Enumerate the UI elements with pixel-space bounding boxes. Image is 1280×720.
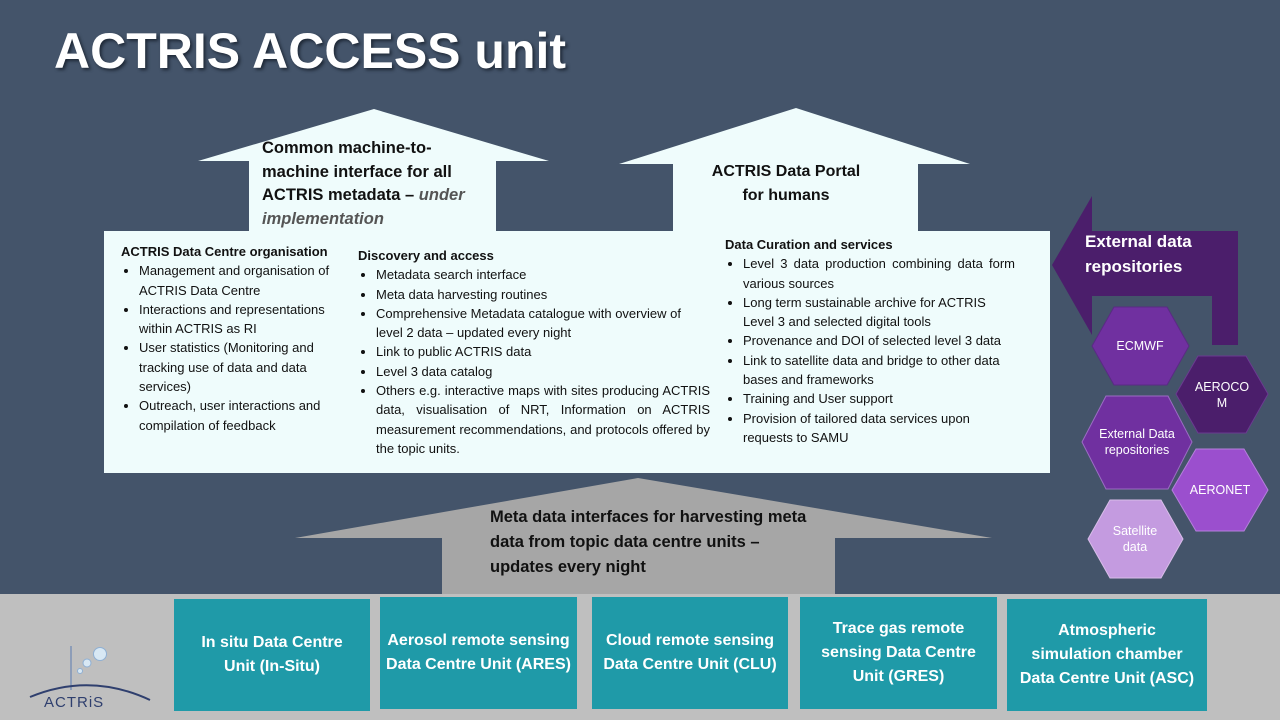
list-item: Training and User support [743,389,1015,408]
list-item: Management and organisation of ACTRIS Da… [139,261,343,300]
logo-dot-small [77,668,83,674]
hexagon-ecmwf [1091,306,1190,386]
list-item: Level 3 data production combining data f… [743,254,1015,293]
hexagon-aerocom [1175,355,1269,434]
panel-column-discovery: Discovery and access Metadata search int… [358,246,710,458]
right-arrow [619,108,970,232]
central-panel [104,231,1050,473]
bottom-arrow-label: Meta data interfaces for harvesting meta… [490,508,807,576]
hexagon-aeronet [1171,448,1269,532]
logo-swoosh [29,684,151,701]
unit-clu: Cloud remote sensing Data Centre Unit (C… [592,597,788,709]
hexagon-external [1081,395,1193,490]
list-item: Outreach, user interactions and compilat… [139,396,343,435]
right-arrow-label: ACTRIS Data Portal for humans [711,163,861,204]
bottom-arrow [295,478,992,594]
list-item: Long term sustainable archive for ACTRIS… [743,293,1015,332]
list-item: Link to satellite data and bridge to oth… [743,351,1015,390]
hexagon-label: AEROCOM [1194,380,1250,410]
list-item: Comprehensive Metadata catalogue with ov… [376,304,710,343]
unit-ares: Aerosol remote sensing Data Centre Unit … [380,597,577,709]
external-arrow-label: External data repositories [1085,232,1192,276]
hexagon-label: ECMWF [1116,339,1164,353]
list-item: Level 3 data catalog [376,362,710,381]
list-item: Provision of tailored data services upon… [743,409,1015,448]
curation-list: Level 3 data production combining data f… [725,254,1015,447]
hexagon-label: AERONET [1189,483,1251,497]
list-item: User statistics (Monitoring and tracking… [139,338,343,396]
hexagon-label: Satellite data [1112,524,1158,554]
list-item: Provenance and DOI of selected level 3 d… [743,331,1015,350]
logo-dot-medium [82,658,92,668]
hexagon-satellite [1087,499,1184,579]
curation-heading: Data Curation and services [725,237,893,252]
unit-gres: Trace gas remote sensing Data Centre Uni… [800,597,997,709]
organisation-list: Management and organisation of ACTRIS Da… [121,261,343,435]
page-title: ACTRIS ACCESS unit [54,23,567,79]
discovery-list: Metadata search interface Meta data harv… [358,265,710,458]
discovery-heading: Discovery and access [358,248,494,263]
left-arrow-italic: under implementation [262,186,465,228]
unit-in-situ: In situ Data Centre Unit (In-Situ) [174,599,370,711]
list-item: Interactions and representations within … [139,300,343,339]
hexagon-label: External Data repositories [1099,427,1175,457]
list-item: Metadata search interface [376,265,710,284]
external-arrow [1052,196,1238,345]
left-arrow-label: Common machine-to-machine interface for … [262,137,490,231]
panel-column-organisation: ACTRIS Data Centre organisation Manageme… [121,242,343,435]
logo-dot-large [93,647,107,661]
list-item: Others e.g. interactive maps with sites … [376,381,710,458]
left-arrow-text: Common machine-to-machine interface for … [262,139,452,204]
panel-column-curation: Data Curation and services Level 3 data … [725,235,1015,447]
list-item: Link to public ACTRIS data [376,342,710,361]
left-arrow [198,109,549,232]
organisation-heading: ACTRIS Data Centre organisation [121,244,328,259]
actris-logo: ACTRiS [44,694,105,711]
unit-asc: Atmospheric simulation chamber Data Cent… [1007,599,1207,711]
list-item: Meta data harvesting routines [376,285,710,304]
